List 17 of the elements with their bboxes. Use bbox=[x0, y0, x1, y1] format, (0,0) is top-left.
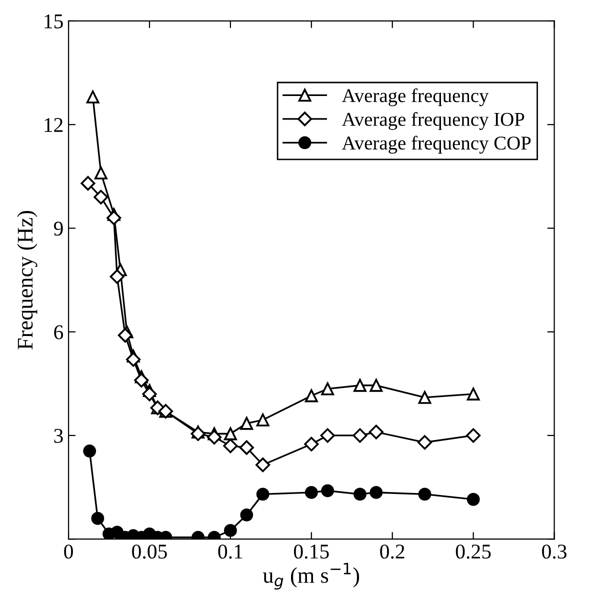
x-axis-title: u$_{g}$ (m s$^{−1}$) bbox=[262, 562, 360, 590]
x-tick-label: 0.1 bbox=[218, 544, 242, 559]
legend-label: Average frequency bbox=[342, 88, 489, 106]
y-axis-title: Frequency (Hz) bbox=[17, 210, 38, 350]
y-tick-label: 9 bbox=[54, 222, 63, 236]
y-tick-label: 6 bbox=[54, 325, 64, 340]
legend-label: Average frequency IOP bbox=[342, 112, 524, 130]
x-tick-label: 0.3 bbox=[542, 544, 566, 559]
x-tick-label: 0 bbox=[64, 544, 73, 559]
x-tick-label: 0.05 bbox=[132, 544, 167, 559]
legend-label: Average frequency COP bbox=[342, 136, 531, 154]
x-tick-label: 0.2 bbox=[380, 544, 404, 559]
y-tick-label: 3 bbox=[54, 428, 63, 443]
x-tick-label: 0.15 bbox=[294, 544, 329, 559]
x-tick-label: 0.25 bbox=[456, 544, 491, 559]
y-tick-label: 15 bbox=[44, 14, 63, 28]
y-tick-label: 12 bbox=[44, 118, 63, 132]
